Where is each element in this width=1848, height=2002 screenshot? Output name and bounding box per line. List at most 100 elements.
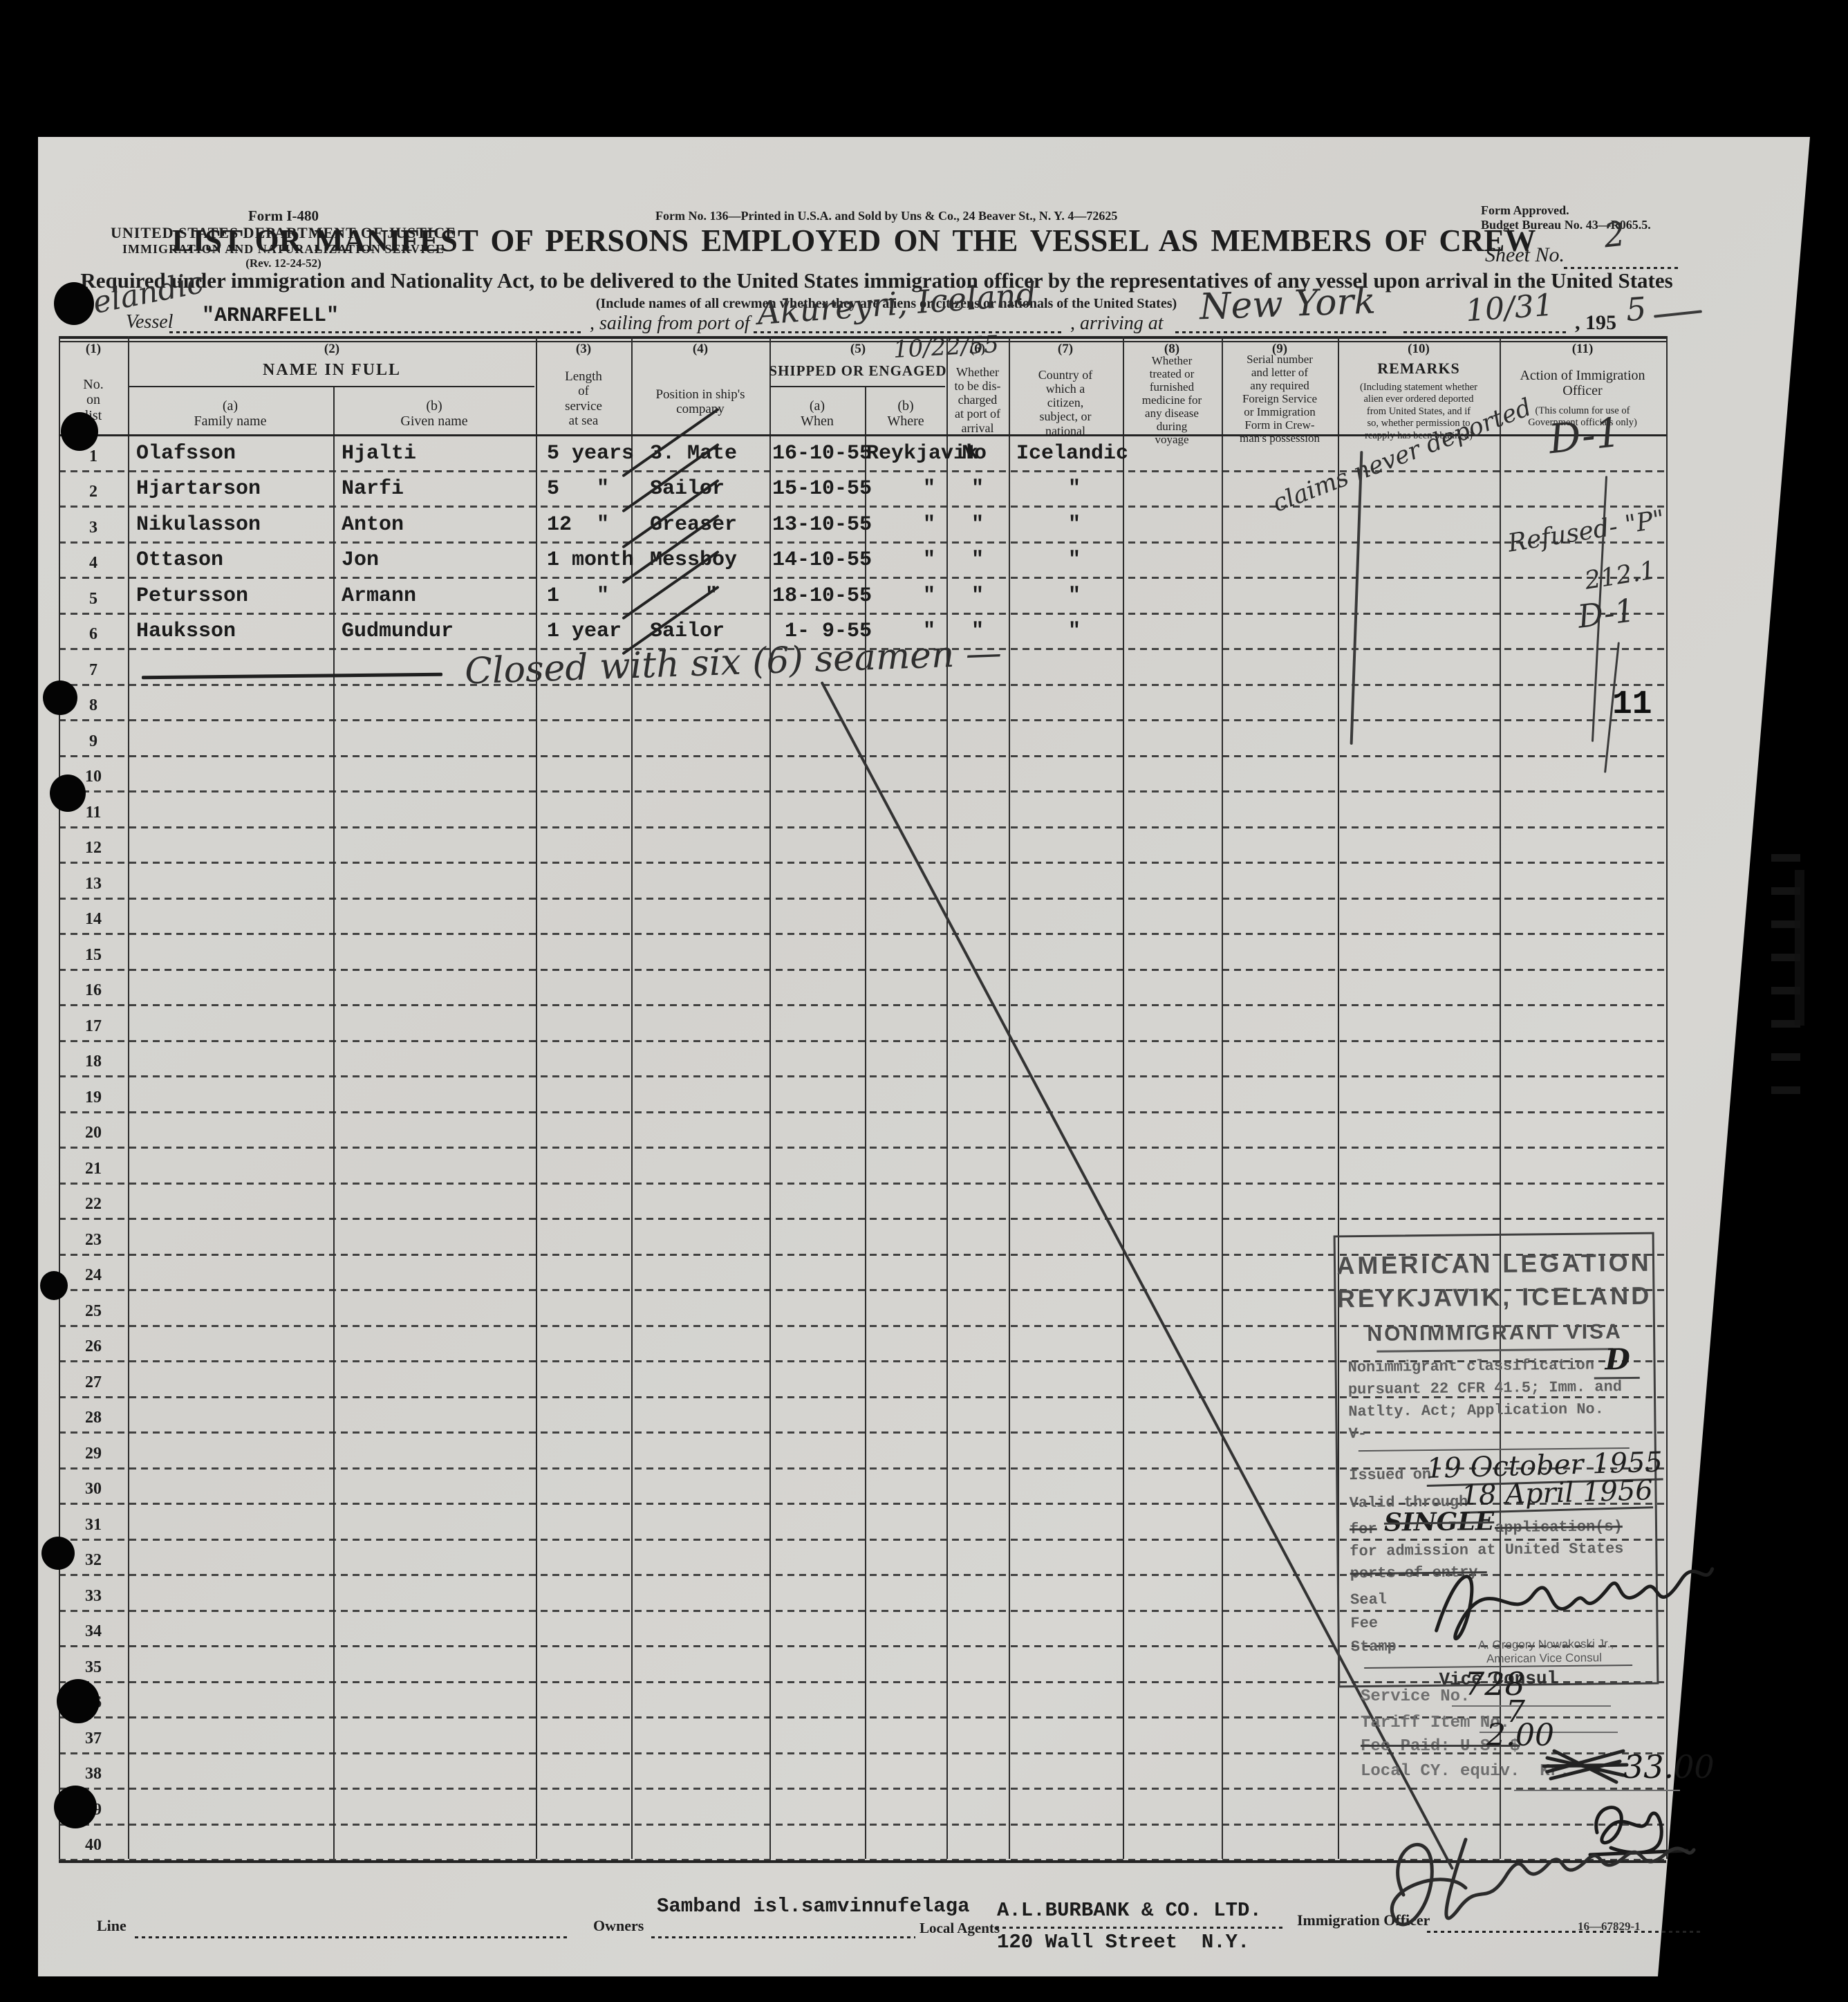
service-no-label: Service No. xyxy=(1361,1687,1471,1706)
bleed-mark xyxy=(1771,887,1800,895)
table-row-rule xyxy=(59,1218,1666,1220)
stamp-for-label: for xyxy=(1349,1520,1377,1539)
col9-number: (9) xyxy=(1271,342,1288,356)
col5b-header: (b) Where xyxy=(887,398,924,429)
cell-length: 12 " xyxy=(547,512,610,537)
arriving-at-label: , arriving at xyxy=(1070,313,1164,334)
row-number: 26 xyxy=(85,1337,102,1355)
immigration-officer-signature xyxy=(1390,1837,1696,1927)
stamp-pursuant-line2: Natlty. Act; Application No. xyxy=(1348,1400,1605,1421)
cell-country: " xyxy=(1068,620,1081,643)
local-equiv-value-handwritten: 33.00 xyxy=(1623,1748,1715,1786)
stamp-v-number-label: V- xyxy=(1348,1425,1368,1443)
cell-country: " xyxy=(1068,477,1081,501)
cell-discharged: " xyxy=(971,512,984,537)
row-number: 10 xyxy=(85,768,102,786)
cell-where: " xyxy=(923,620,936,643)
cell-length: 1 year xyxy=(547,620,622,643)
service-line: IMMIGRATION AND NATURALIZATION SERVICE xyxy=(122,242,445,256)
cell-family: Petursson xyxy=(136,584,249,608)
bleed-mark xyxy=(1771,1086,1800,1094)
col4-number: (4) xyxy=(692,342,709,356)
row-number: 8 xyxy=(89,696,97,714)
row-number: 40 xyxy=(85,1836,102,1854)
row-number: 18 xyxy=(85,1053,102,1070)
cell-discharged: " xyxy=(971,477,984,501)
stamp-application-label: application(s) xyxy=(1494,1518,1623,1537)
col5-group-rule xyxy=(771,386,945,387)
cell-given: Gudmundur xyxy=(342,620,454,643)
fee-paid-value-handwritten: 2.00 xyxy=(1486,1718,1554,1753)
table-row-rule xyxy=(59,1538,1666,1541)
row-number: 9 xyxy=(89,732,97,750)
row-number: 1 xyxy=(89,447,97,465)
cell-country: " xyxy=(1068,584,1081,608)
col10-header: REMARKS xyxy=(1377,360,1460,377)
tariff-item-rule xyxy=(1480,1732,1618,1733)
arrival-port-ruled-line xyxy=(1175,331,1390,333)
action-d1-row5-handwritten: D-1 xyxy=(1576,591,1637,636)
row-number: 13 xyxy=(85,874,102,893)
table-row-rule xyxy=(59,1075,1666,1077)
cell-where: " xyxy=(923,584,936,608)
footer-owners-label: Owners xyxy=(593,1917,644,1934)
footer-officer-ruled xyxy=(1427,1931,1704,1933)
row-number: 25 xyxy=(85,1301,102,1320)
footer-officer-label: Immigration Officer xyxy=(1297,1911,1430,1929)
row-number: 27 xyxy=(85,1373,102,1391)
cell-where: " xyxy=(923,512,936,537)
stamp-reykjavik-iceland: REYKJAVIK, ICELAND xyxy=(1336,1281,1652,1313)
footer-owners-ruled xyxy=(651,1936,915,1938)
col10-number: (10) xyxy=(1408,342,1430,356)
cell-when: 15-10-55 xyxy=(772,477,872,501)
cell-discharged: " xyxy=(971,620,984,643)
footer-line-label: Line xyxy=(97,1917,127,1934)
cell-family: Hjartarson xyxy=(136,477,261,501)
service-no-rule xyxy=(1452,1705,1611,1707)
footer-owners-value: Samband isl.samvinnufelaga xyxy=(657,1895,970,1918)
cell-family: Hauksson xyxy=(136,620,236,643)
local-equiv-label: Local CY. equiv. Kr. xyxy=(1361,1762,1570,1781)
stamp-signer-title: American Vice Consul xyxy=(1486,1651,1603,1666)
footer-line-ruled xyxy=(135,1936,567,1938)
cell-when: 16-10-55 xyxy=(772,441,872,465)
row-number: 12 xyxy=(85,839,102,857)
year-printed: , 195 xyxy=(1575,311,1616,334)
col2-group-rule xyxy=(129,386,534,387)
table-row-rule xyxy=(59,933,1666,935)
row-number: 31 xyxy=(85,1515,102,1534)
stamp-pursuant-line1: pursuant 22 CFR 41.5; Imm. and xyxy=(1347,1378,1623,1399)
row-number: 14 xyxy=(85,910,102,928)
table-vertical-line xyxy=(59,336,60,1859)
row-number: 20 xyxy=(85,1124,102,1142)
col11-header: Action of Immigration Officer xyxy=(1520,368,1645,399)
bleed-mark xyxy=(1771,954,1800,961)
row-number: 28 xyxy=(85,1409,102,1427)
table-vertical-line xyxy=(1666,336,1668,1859)
tariff-item-label: Tariff Item No. xyxy=(1361,1714,1511,1732)
local-equiv-rule xyxy=(1514,1790,1680,1791)
table-top-rule xyxy=(59,336,1666,339)
table-vertical-line xyxy=(769,336,771,1859)
form-approved-line: Form Approved. xyxy=(1481,203,1569,217)
bleed-mark xyxy=(1771,987,1800,994)
cell-given: Jon xyxy=(342,548,380,572)
table-row-rule xyxy=(59,1823,1666,1826)
col2-number: (2) xyxy=(324,342,340,356)
table-row-rule xyxy=(59,790,1666,793)
row-number: 2 xyxy=(89,483,97,501)
table-vertical-line xyxy=(1009,336,1010,1859)
cell-country: " xyxy=(1068,512,1081,537)
table-vertical-line xyxy=(536,336,537,1859)
department-line: UNITED STATES DEPARTMENT OF JUSTICE xyxy=(111,224,456,241)
cell-when: 1- 9-55 xyxy=(772,620,872,643)
cell-where: Reykjavik xyxy=(866,441,979,465)
footer-agents-ruled xyxy=(996,1927,1286,1929)
stamp-issued-label: Issued on xyxy=(1349,1465,1432,1485)
col7-number: (7) xyxy=(1057,342,1074,356)
cell-given: Armann xyxy=(342,584,417,608)
table-row-rule xyxy=(59,1609,1666,1612)
table-row-rule xyxy=(59,968,1666,971)
stamp-title-underline xyxy=(1376,1348,1614,1353)
cell-where: " xyxy=(923,477,936,501)
